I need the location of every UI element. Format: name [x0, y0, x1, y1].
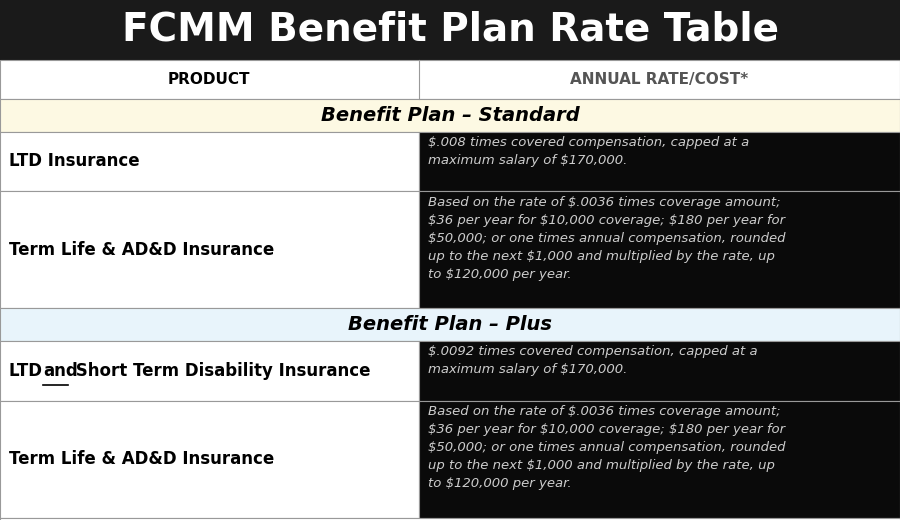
Bar [418, 341, 900, 401]
Text: Term Life & AD&D Insurance: Term Life & AD&D Insurance [9, 450, 274, 469]
Text: ANNUAL RATE/COST*: ANNUAL RATE/COST* [570, 72, 749, 87]
Text: LTD: LTD [9, 362, 48, 380]
Text: and: and [43, 362, 78, 380]
Bar [0, 401, 418, 518]
Bar [0, 0, 900, 60]
Text: PRODUCT: PRODUCT [168, 72, 250, 87]
Bar [0, 132, 418, 191]
Bar [0, 99, 900, 132]
Bar [0, 308, 900, 341]
Bar [0, 191, 418, 308]
Bar [418, 401, 900, 518]
Text: Short Term Disability Insurance: Short Term Disability Insurance [70, 362, 371, 380]
Bar [0, 60, 900, 99]
Text: FCMM Benefit Plan Rate Table: FCMM Benefit Plan Rate Table [122, 11, 778, 49]
Text: Based on the rate of $.0036 times coverage amount;
$36 per year for $10,000 cove: Based on the rate of $.0036 times covera… [428, 405, 785, 490]
Text: Benefit Plan – Standard: Benefit Plan – Standard [320, 106, 580, 125]
Bar [0, 341, 418, 401]
Text: Based on the rate of $.0036 times coverage amount;
$36 per year for $10,000 cove: Based on the rate of $.0036 times covera… [428, 196, 785, 280]
Text: LTD Insurance: LTD Insurance [9, 152, 140, 171]
Bar [418, 132, 900, 191]
Text: Term Life & AD&D Insurance: Term Life & AD&D Insurance [9, 241, 274, 259]
Bar [418, 191, 900, 308]
Text: $.0092 times covered compensation, capped at a
maximum salary of $170,000.: $.0092 times covered compensation, cappe… [428, 345, 757, 376]
Text: Benefit Plan – Plus: Benefit Plan – Plus [348, 315, 552, 334]
Bar [0, 518, 900, 520]
Text: $.008 times covered compensation, capped at a
maximum salary of $170,000.: $.008 times covered compensation, capped… [428, 136, 749, 167]
